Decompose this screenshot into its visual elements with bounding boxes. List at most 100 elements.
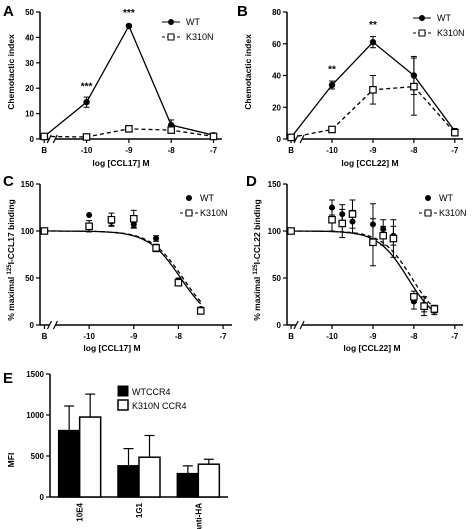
panel-b-point-k310n	[410, 82, 418, 91]
panel-a-point-k310n	[125, 125, 133, 133]
legend-k310n-marker	[167, 33, 175, 41]
panel-b-letter: B	[237, 3, 248, 20]
panel-c-x-tick-label: -10	[83, 332, 95, 341]
panel-c-point-k310n	[85, 222, 93, 231]
panel-e-chart: E 0 500 1000 1500 10E4 1G1 anti-HA MFI WTCCR4 …	[3, 370, 228, 529]
panel-a-point-k310n	[82, 133, 91, 141]
panel-d-fit-curve-k310n	[291, 230, 435, 309]
legend-k310n-label: K310N	[439, 208, 467, 218]
panel-b-ylabel: Chemotactic index	[243, 34, 253, 110]
panel-d-point-k310n	[338, 219, 347, 228]
panel-c-xlabel: log [CCL17] M	[83, 343, 140, 353]
panel-a-significance-label: ***	[81, 81, 93, 92]
panel-b-x-tick-label: -7	[451, 146, 459, 155]
panel-e-bar-wtccr4	[176, 472, 200, 498]
panel-d-point-k310n	[369, 238, 377, 247]
panel-b-significance-label: **	[369, 20, 377, 31]
legend-wtccr4-label: WTCCR4	[132, 387, 171, 397]
panel-b-y-tick-label: 0	[277, 135, 282, 144]
legend-wt-label: WT	[439, 193, 453, 203]
legend-wt-label: WT	[186, 17, 200, 27]
panel-b-y-tick-label: 20	[272, 103, 281, 112]
panel-c-point-wt	[86, 212, 93, 219]
panel-a-y-tick-label: 10	[25, 110, 34, 119]
panel-b-x-tick-label: -9	[369, 146, 377, 155]
panel-a-y-tick-label: 50	[25, 8, 34, 17]
panel-a-legend: WT K310N	[162, 17, 214, 42]
panel-a-x-tick-label: -7	[210, 146, 218, 155]
panel-b-axis-break-mark	[299, 134, 305, 144]
legend-k310n-ccr4-swatch	[117, 399, 129, 411]
panel-c-x-tick-label: -7	[220, 332, 228, 341]
panel-c-y-tick-label: 0	[30, 321, 35, 330]
panel-d-point-wt	[329, 204, 336, 211]
panel-c-x-tick-label: B	[42, 332, 48, 341]
panel-d-legend: WT K310N	[419, 193, 467, 218]
panel-d-letter: D	[246, 173, 257, 190]
panel-d-y-tick-label: 50	[272, 274, 281, 283]
panel-c-legend: WT K310N	[180, 193, 228, 218]
panel-d-x-tick-label: B	[288, 332, 294, 341]
legend-k310n-ccr4-label: K310N CCR4	[132, 401, 187, 411]
panel-d-point-k310n	[287, 227, 295, 235]
panel-d-x-tick-label: -9	[369, 332, 377, 341]
panel-d-y-tick-label: 0	[277, 321, 282, 330]
panel-c-point-k310n	[40, 227, 49, 235]
legend-k310n-marker	[185, 209, 193, 217]
panel-c-point-k310n	[196, 307, 205, 315]
panel-c-y-tick-label: 100	[21, 227, 35, 236]
panel-e-bar-wtccr4	[117, 465, 140, 498]
legend-k310n-label: K310N	[200, 208, 228, 218]
panel-d-chart: D 0 50 100 150 B -10 -9 -8 -7 % maximal 125I-CCL…	[246, 173, 467, 353]
panel-e-y-tick-label: 1500	[26, 370, 44, 379]
panel-e-category-label: 10E4	[76, 502, 85, 521]
panel-a-point-wt	[83, 98, 90, 106]
panel-c-x-tick-label: -8	[175, 332, 183, 341]
panel-a-y-tick-label: 30	[25, 59, 34, 68]
panel-b-axis-break-mark	[293, 134, 299, 144]
panel-b-x-tick-label: B	[288, 146, 294, 155]
panel-e-bar-wtccr4	[57, 429, 81, 498]
panel-d-point-k310n	[420, 302, 428, 311]
panel-a-ylabel: Chemotactic index	[6, 34, 16, 110]
panel-b-legend: WT K310N	[413, 13, 465, 38]
panel-c-axis-break-mark	[52, 320, 59, 330]
panel-e-y-tick-label: 500	[31, 452, 45, 461]
panel-a-x-tick-label: B	[41, 146, 47, 155]
panel-e-letter: E	[3, 370, 13, 387]
panel-d-y-tick-label: 150	[268, 180, 282, 189]
panel-e-bar-k310n-ccr4	[138, 456, 161, 498]
panel-e-legend: WTCCR4 K310N CCR4	[117, 385, 187, 411]
panel-b-significance-label: **	[328, 64, 336, 75]
panel-a-x-tick-label: -9	[125, 146, 133, 155]
panel-a-point-k310n	[209, 132, 218, 141]
panel-a-series-wt-line	[43, 24, 214, 137]
panel-e-y-tick-label: 1000	[26, 411, 44, 420]
panel-e-category-label: anti-HA	[194, 503, 203, 529]
panel-b-x-tick-label: -10	[326, 146, 338, 155]
panel-a-point-k310n	[167, 126, 176, 134]
panel-d-point-k310n	[430, 305, 439, 313]
panel-e-bar-k310n-ccr4	[197, 463, 221, 498]
panel-c-letter: C	[3, 173, 14, 190]
legend-k310n-marker	[424, 209, 432, 217]
panel-c-x-tick-label: -9	[130, 332, 138, 341]
panel-b-point-k310n	[328, 125, 336, 134]
legend-wt-label: WT	[200, 193, 214, 203]
panel-c-point-k310n	[107, 215, 116, 224]
panel-c-axis-break-mark	[46, 320, 53, 330]
panel-d-axis-break-mark	[293, 320, 299, 330]
panel-a-y-tick-label: 20	[25, 84, 34, 93]
legend-wt-marker	[186, 195, 192, 201]
panel-c-ylabel: % maximal 125I-CCL17 binding	[6, 199, 16, 321]
panel-a-xlabel: log [CCL17] M	[92, 158, 149, 168]
legend-wt-label: WT	[437, 13, 451, 23]
panel-d-y-tick-label: 100	[268, 227, 282, 236]
panel-d-point-k310n	[389, 234, 398, 243]
panel-a-x-tick-label: -10	[81, 146, 93, 155]
panel-b-y-tick-label: 80	[272, 8, 281, 17]
panel-d-point-k310n	[379, 231, 387, 240]
panel-a-y-tick-label: 40	[25, 33, 34, 42]
panel-a-point-wt	[125, 22, 133, 30]
